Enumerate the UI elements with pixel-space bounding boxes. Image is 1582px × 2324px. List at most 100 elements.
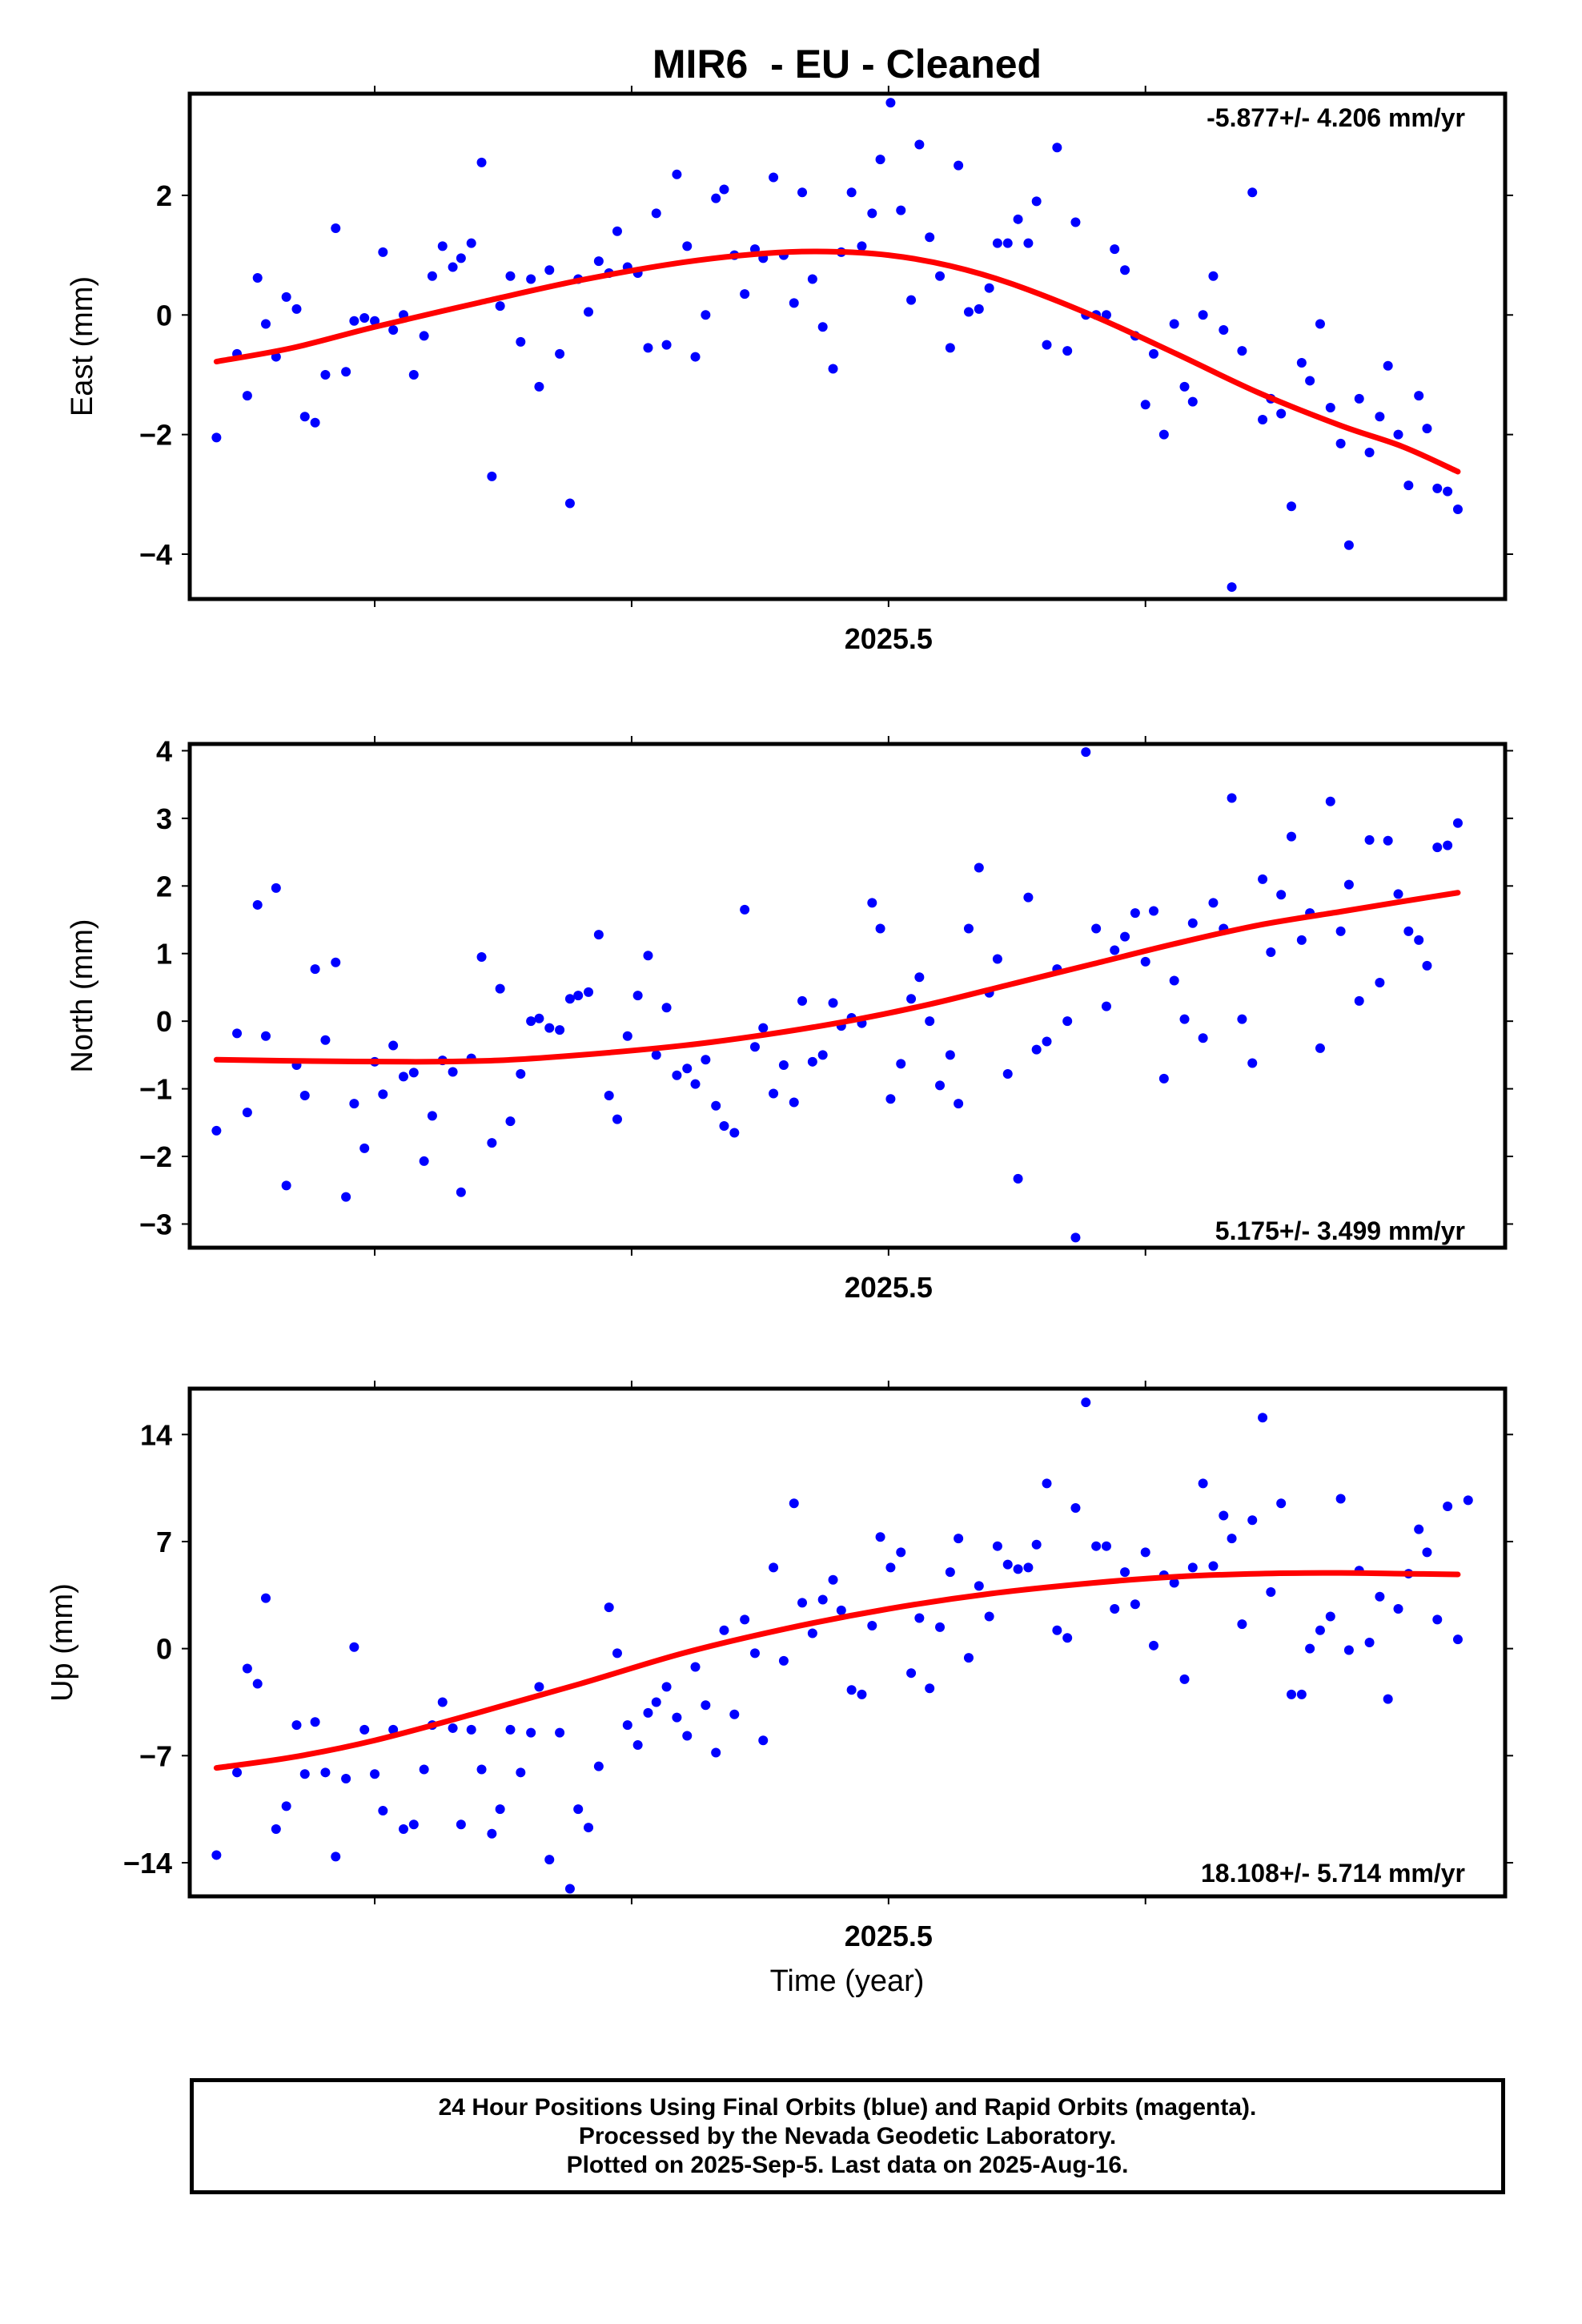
north-data-point: [555, 1025, 565, 1035]
up-data-point: [807, 1628, 817, 1638]
east-data-point: [740, 289, 750, 300]
east-data-point: [1237, 346, 1247, 356]
up-data-point: [935, 1622, 946, 1632]
east-fit-curve: [213, 248, 1461, 475]
up-data-point: [573, 1804, 584, 1815]
north-data-point: [1091, 923, 1102, 934]
up-data-point: [437, 1697, 448, 1707]
north-data-point: [564, 994, 575, 1004]
up-data-point: [1002, 1559, 1013, 1570]
east-ytick-label: −2: [139, 419, 172, 452]
east-data-point: [1198, 310, 1208, 320]
north-data-point: [719, 1121, 729, 1132]
up-data-point: [1130, 1599, 1140, 1610]
north-data-point: [1296, 935, 1307, 945]
up-data-point: [857, 1689, 867, 1699]
north-data-point: [331, 957, 341, 967]
east-data-point: [1343, 540, 1354, 550]
north-data-point: [1383, 835, 1393, 846]
up-data-point: [1383, 1694, 1393, 1704]
up-y-axis-label: Up (mm): [46, 1583, 79, 1702]
north-data-point: [593, 930, 604, 940]
x-axis-label: Time (year): [770, 1964, 925, 1998]
north-data-point: [817, 1050, 828, 1060]
north-data-point: [807, 1056, 817, 1067]
up-data-point: [1219, 1510, 1229, 1521]
east-data-point: [320, 369, 331, 380]
up-data-point: [672, 1712, 682, 1723]
up-data-point: [1070, 1502, 1081, 1513]
up-plot-frame: [187, 1386, 1508, 1899]
up-data-point: [797, 1598, 808, 1608]
east-data-point: [846, 187, 857, 198]
up-data-point: [1091, 1541, 1102, 1551]
north-data-point: [925, 1016, 935, 1027]
east-data-point: [1179, 381, 1190, 392]
up-data-point: [526, 1727, 536, 1738]
up-data-point: [1237, 1619, 1247, 1630]
up-ytick-label: 0: [156, 1633, 172, 1666]
up-data-point: [291, 1720, 302, 1731]
north-data-point: [408, 1068, 419, 1078]
east-data-point: [555, 348, 565, 359]
east-data-point: [1140, 400, 1150, 410]
north-points: [211, 747, 1463, 1243]
up-data-point: [252, 1679, 263, 1689]
up-data-point: [1013, 1564, 1023, 1574]
north-data-point: [1070, 1232, 1081, 1243]
up-data-point: [711, 1747, 721, 1758]
up-data-point: [1149, 1640, 1159, 1651]
up-data-point: [1101, 1541, 1111, 1551]
north-data-point: [867, 898, 877, 908]
east-data-point: [906, 295, 917, 305]
north-data-point: [1258, 874, 1268, 884]
up-data-point: [906, 1668, 917, 1679]
up-data-point: [984, 1611, 994, 1622]
north-data-point: [534, 1013, 544, 1023]
up-data-point: [914, 1613, 925, 1623]
east-data-point: [769, 172, 779, 183]
north-ytick-label: 2: [156, 870, 172, 903]
north-data-point: [320, 1035, 331, 1045]
north-data-point: [1198, 1033, 1208, 1043]
north-data-point: [260, 1031, 271, 1041]
up-data-point: [419, 1764, 429, 1775]
north-data-point: [661, 1003, 672, 1013]
north-data-point: [544, 1023, 555, 1033]
east-data-point: [701, 310, 711, 320]
north-data-point: [828, 998, 838, 1008]
figure-title: MIR6 - EU - Cleaned: [652, 42, 1042, 86]
up-fit-curve: [213, 1570, 1461, 1771]
up-data-point: [974, 1581, 984, 1591]
north-data-point: [359, 1143, 370, 1153]
footer-line-2: Processed by the Nevada Geodetic Laborat…: [578, 2122, 1117, 2149]
north-data-point: [1140, 956, 1150, 967]
north-data-point: [1042, 1036, 1052, 1047]
north-data-point: [1002, 1069, 1013, 1080]
north-data-point: [1023, 892, 1034, 903]
north-data-point: [612, 1114, 622, 1124]
up-data-point: [1443, 1502, 1453, 1512]
east-y-axis-label: East (mm): [66, 276, 99, 416]
north-data-point: [310, 964, 320, 975]
north-data-point: [769, 1088, 779, 1099]
up-data-point: [370, 1769, 380, 1779]
north-data-point: [622, 1031, 632, 1041]
north-panel: 2025.5 4 3 2 1 0 −1 −2 −3 North (mm) 5.175+/- 3.49…: [66, 734, 1513, 1304]
north-data-point: [945, 1050, 955, 1060]
east-data-point: [875, 155, 885, 165]
up-data-point: [1375, 1591, 1385, 1602]
north-data-point: [526, 1016, 536, 1027]
east-data-point: [807, 274, 817, 284]
up-data-point: [1452, 1634, 1463, 1645]
north-rate-label: 5.175+/- 3.499 mm/yr: [1215, 1216, 1465, 1245]
north-data-point: [1013, 1173, 1023, 1184]
up-data-point: [448, 1723, 458, 1733]
up-data-point: [846, 1685, 857, 1695]
north-data-point: [701, 1055, 711, 1065]
north-data-point: [1276, 890, 1287, 900]
east-data-point: [925, 232, 935, 243]
north-xtick-label: 2025.5: [845, 1271, 933, 1304]
north-ytick-label: −1: [139, 1073, 172, 1106]
east-data-point: [974, 304, 984, 314]
